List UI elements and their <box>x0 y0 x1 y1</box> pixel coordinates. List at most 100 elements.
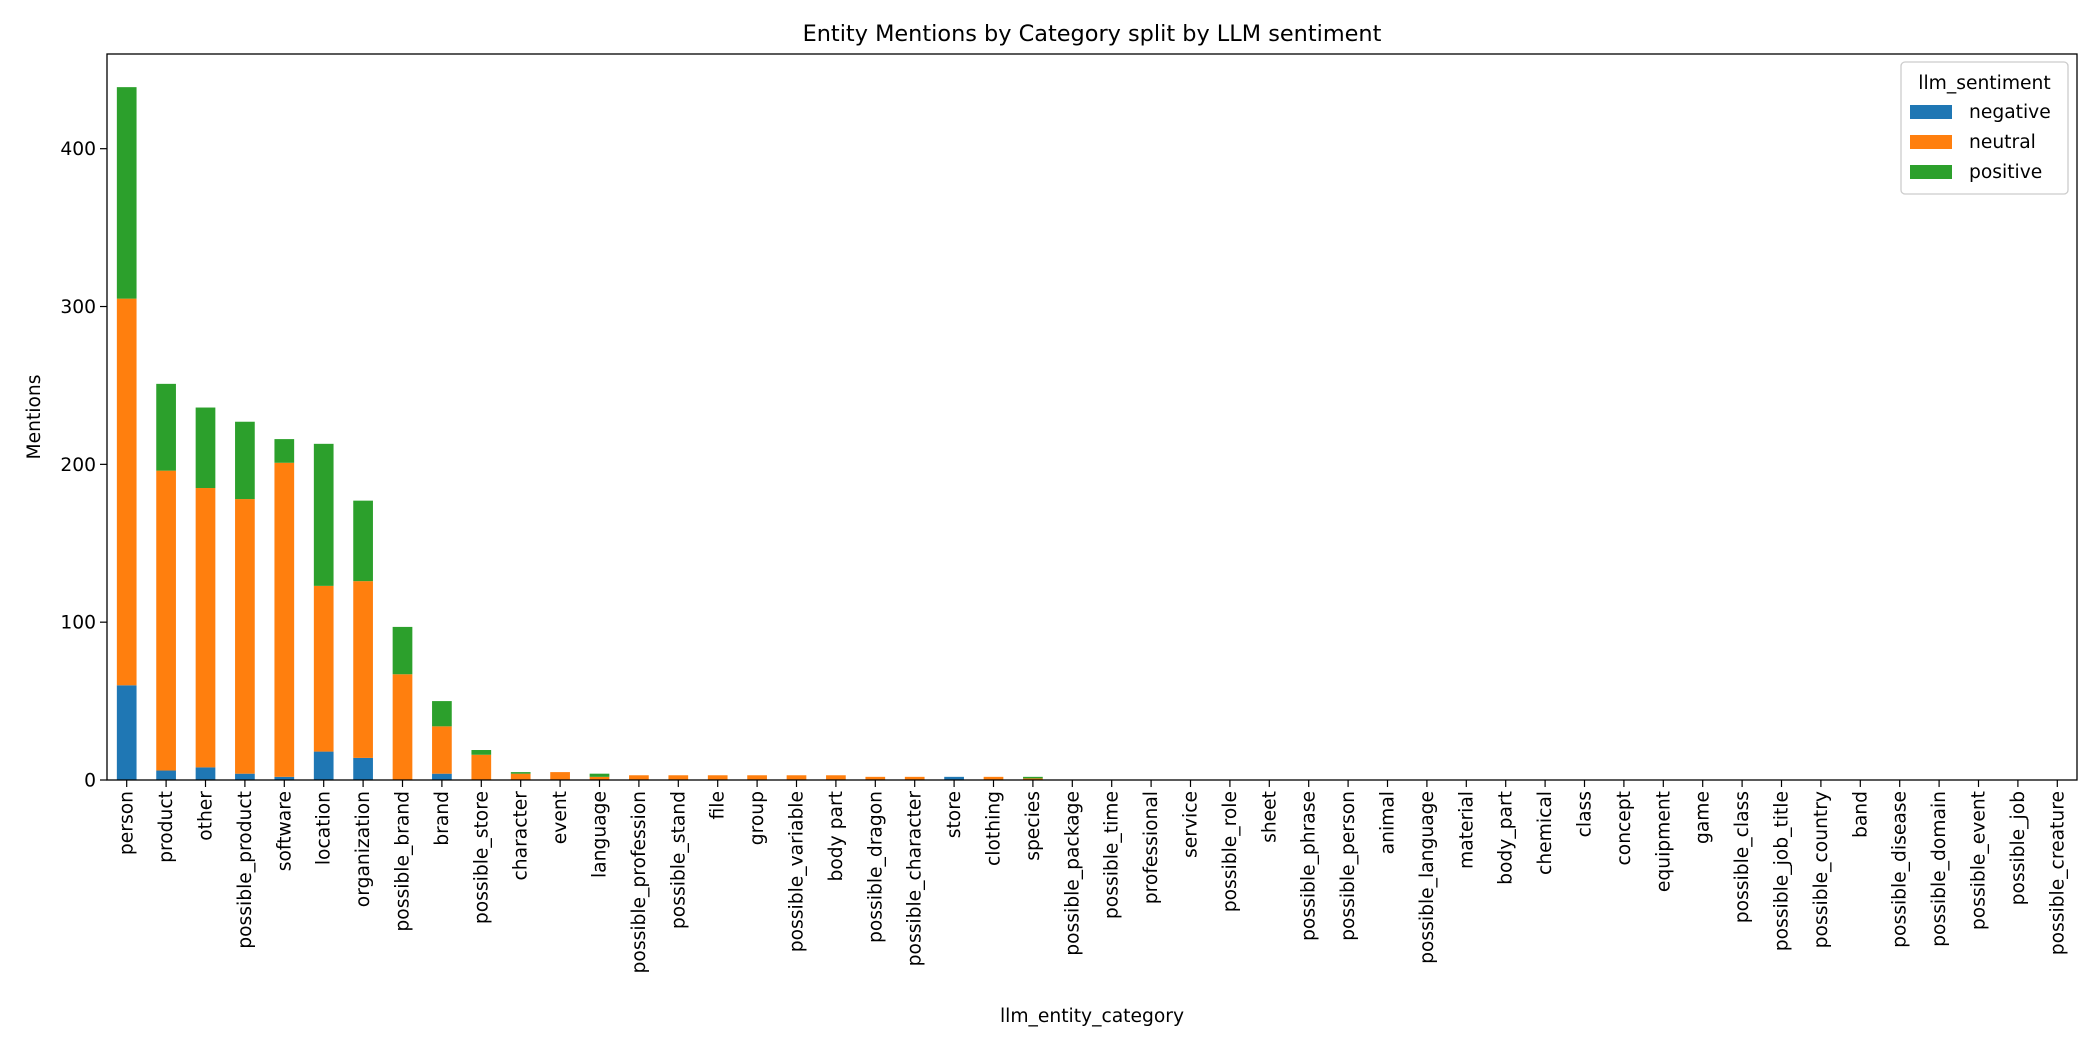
x-tick-label: possible_product <box>235 791 256 949</box>
bar-neutral-group <box>747 775 767 780</box>
x-tick-label: other <box>196 791 217 841</box>
x-tick-label: species <box>1023 791 1044 861</box>
plot-frame <box>106 53 2078 781</box>
x-tick-label: event <box>550 791 571 844</box>
bar-neutral-software <box>274 462 295 777</box>
bar-neutral-location <box>313 585 334 752</box>
x-tick-label: possible_domain <box>1929 791 1950 947</box>
bar-neutral-possible-profession <box>629 775 649 780</box>
x-tick-label: location <box>314 791 335 865</box>
bar-positive-species <box>1023 776 1043 779</box>
x-axis: person product other possible_product softwa… <box>117 780 2068 973</box>
legend-items: negative neutral positive <box>1910 102 2051 183</box>
bar-positive-character <box>510 772 531 774</box>
bar-neutral-possible-variable <box>786 775 807 780</box>
bar-positive-person <box>116 87 137 299</box>
y-axis: 0 100 200 300 400 <box>60 139 107 792</box>
x-tick-label: animal <box>1378 791 1399 854</box>
x-tick-label: possible_time <box>1102 791 1123 919</box>
x-tick-label: possible_phrase <box>1299 791 1320 941</box>
bar-neutral-possible-dragon <box>865 776 886 780</box>
bar-positive-language <box>589 773 610 777</box>
bar-negative-store <box>944 776 964 780</box>
x-tick-label: possible_store <box>471 791 492 924</box>
bar-negative-possible-product <box>235 773 255 780</box>
bar-neutral-possible-character <box>904 776 925 780</box>
bar-neutral-brand <box>432 726 452 774</box>
bar-neutral-language <box>589 776 610 780</box>
bar-positive-product <box>156 383 176 471</box>
x-tick-label: software <box>274 791 295 871</box>
x-tick-label: sheet <box>1259 791 1280 843</box>
x-tick-label: possible_disease <box>1890 791 1911 948</box>
x-tick-label: chemical <box>1535 791 1556 875</box>
x-tick-label: body_part <box>1496 791 1517 885</box>
bar-neutral-event <box>550 772 570 780</box>
x-tick-label: group <box>747 791 768 845</box>
x-tick-label: possible_event <box>1969 791 1990 930</box>
bar-positive-brand <box>432 701 452 727</box>
x-tick-label: store <box>944 791 965 838</box>
x-tick-label: possible_brand <box>393 791 414 932</box>
x-tick-label: possible_class <box>1732 791 1753 923</box>
y-tick-label: 200 <box>60 455 96 476</box>
x-tick-label: brand <box>432 791 453 846</box>
x-tick-label: character <box>511 791 532 881</box>
x-tick-label: possible_person <box>1338 791 1359 941</box>
x-tick-label: possible_character <box>905 791 926 967</box>
x-tick-label: possible_job <box>2008 791 2029 905</box>
bar-negative-other <box>195 767 216 780</box>
y-axis-label: Mentions <box>24 375 45 460</box>
bar-positive-possible-brand <box>392 626 413 675</box>
bar-negative-product <box>156 770 176 780</box>
y-tick-label: 100 <box>60 613 96 634</box>
x-tick-label: equipment <box>1653 791 1674 892</box>
bar-negative-person <box>116 685 137 780</box>
bar-neutral-species <box>1023 778 1043 780</box>
y-tick-label: 300 <box>60 297 96 318</box>
bar-neutral-file <box>707 775 728 780</box>
bar-negative-brand <box>432 773 452 780</box>
bar-positive-other <box>195 407 216 489</box>
bar-neutral-body-part <box>826 775 846 780</box>
x-tick-label: product <box>156 791 177 863</box>
x-tick-label: language <box>590 791 611 878</box>
x-tick-label: possible_stand <box>668 791 689 929</box>
bar-neutral-possible-brand <box>392 674 413 780</box>
x-tick-label: possible_profession <box>629 791 650 973</box>
x-tick-label: possible_role <box>1220 791 1241 912</box>
x-tick-label: file <box>708 791 729 819</box>
x-tick-label: game <box>1693 791 1714 844</box>
bar-positive-possible-product <box>235 421 255 500</box>
bar-negative-software <box>274 776 295 780</box>
bar-positive-possible-store <box>471 750 492 755</box>
x-tick-label: service <box>1181 791 1202 858</box>
x-tick-label: band <box>1850 791 1871 838</box>
x-tick-label: possible_variable <box>787 791 808 952</box>
bar-positive-organization <box>353 500 373 582</box>
bar-negative-organization <box>353 757 373 780</box>
x-tick-label: body part <box>826 791 847 881</box>
legend-swatch-neutral <box>1910 135 1952 149</box>
chart-title: Entity Mentions by Category split by LLM… <box>803 21 1382 47</box>
y-tick-label: 400 <box>60 139 96 160</box>
x-tick-label: professional <box>1141 791 1162 904</box>
x-tick-label: possible_job_title <box>1772 791 1793 951</box>
x-tick-label: person <box>117 791 138 855</box>
bar-neutral-possible-stand <box>668 775 689 780</box>
bar-neutral-possible-product <box>235 499 255 774</box>
legend-label-positive: positive <box>1969 162 2042 183</box>
bar-neutral-other <box>195 488 216 768</box>
x-tick-label: clothing <box>984 791 1005 866</box>
x-tick-label: possible_creature <box>2047 791 2068 955</box>
x-axis-label: llm_entity_category <box>1000 1006 1184 1027</box>
legend-label-negative: negative <box>1969 102 2051 123</box>
x-tick-label: possible_language <box>1417 791 1438 964</box>
bar-neutral-possible-store <box>471 754 492 780</box>
legend-swatch-positive <box>1910 165 1952 179</box>
bar-neutral-organization <box>353 581 373 758</box>
x-tick-label: material <box>1456 791 1477 869</box>
legend-swatch-negative <box>1910 105 1952 119</box>
legend-label-neutral: neutral <box>1969 132 2036 153</box>
